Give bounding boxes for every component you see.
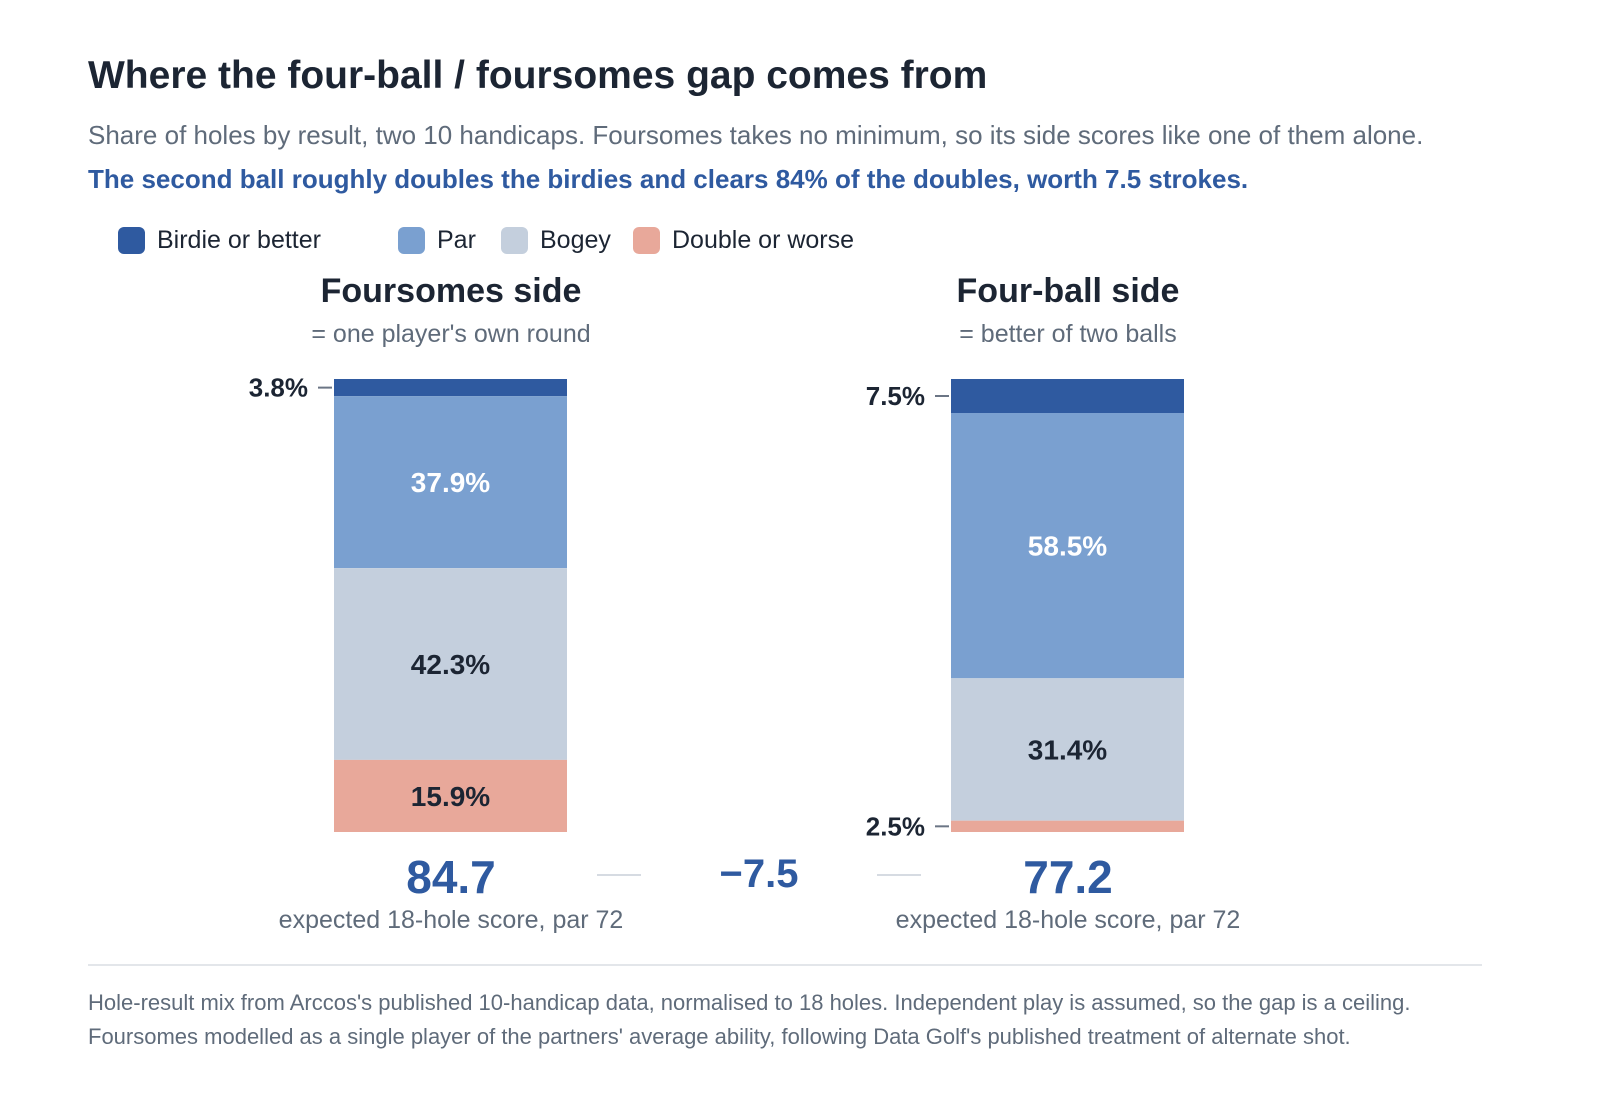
bar-segment-fourball-birdie: [951, 379, 1184, 414]
bar-segment-fourball-bogey: [951, 678, 1184, 821]
legend-label-bogey: Bogey: [540, 226, 611, 254]
bar-segment-fourball-par: [951, 413, 1184, 679]
data-label-foursomes-birdie: 3.8%: [249, 373, 308, 403]
bar-segment-foursomes-double: [334, 759, 567, 832]
panel-title-foursomes: Foursomes side: [320, 272, 582, 310]
bar-segment-fourball-double: [951, 820, 1184, 832]
score-fourball: 77.2: [1023, 851, 1113, 903]
panel-title-fourball: Four-ball side: [956, 272, 1180, 310]
chart-title: Where the four-ball / foursomes gap come…: [88, 54, 988, 97]
data-label-foursomes-double: 15.9%: [411, 781, 490, 812]
data-label-fourball-birdie: 7.5%: [866, 381, 925, 411]
score-caption-foursomes: expected 18-hole score, par 72: [278, 906, 624, 934]
chart-highlight: The second ball roughly doubles the bird…: [88, 164, 1249, 194]
data-label-fourball-double: 2.5%: [866, 811, 925, 841]
data-label-fourball-par: 58.5%: [1028, 531, 1107, 562]
data-label-foursomes-bogey: 42.3%: [411, 649, 490, 680]
score-caption-fourball: expected 18-hole score, par 72: [895, 906, 1241, 934]
legend-label-birdie: Birdie or better: [157, 226, 321, 254]
legend-swatch-par: [398, 227, 425, 254]
connector-right: [877, 874, 921, 876]
footnote-line-1: Hole-result mix from Arccos's published …: [88, 990, 1411, 1015]
legend-item-bogey: Bogey: [501, 226, 611, 255]
legend-item-birdie: Birdie or better: [118, 226, 321, 255]
legend-swatch-bogey: [501, 227, 528, 254]
score-difference: −7.5: [719, 852, 799, 896]
data-label-foursomes-par: 37.9%: [411, 467, 490, 498]
connector-left: [597, 874, 641, 876]
data-label-fourball-bogey: 31.4%: [1028, 734, 1107, 765]
chart-subtitle: Share of holes by result, two 10 handica…: [88, 120, 1424, 150]
panel-subtitle-fourball: = better of two balls: [959, 320, 1177, 348]
legend-swatch-birdie: [118, 227, 145, 254]
score-foursomes: 84.7: [406, 851, 496, 903]
legend-item-double: Double or worse: [633, 226, 854, 255]
legend-label-double: Double or worse: [672, 226, 855, 254]
footnote-line-2: Foursomes modelled as a single player of…: [88, 1024, 1351, 1049]
legend-label-par: Par: [437, 226, 476, 254]
footnote-divider: [88, 964, 1482, 966]
bar-segment-foursomes-bogey: [334, 568, 567, 760]
bar-segment-foursomes-par: [334, 396, 567, 569]
legend-swatch-double: [633, 227, 660, 254]
legend-item-par: Par: [398, 226, 476, 255]
panel-subtitle-foursomes: = one player's own round: [311, 320, 591, 348]
bar-segment-foursomes-birdie: [334, 379, 567, 397]
